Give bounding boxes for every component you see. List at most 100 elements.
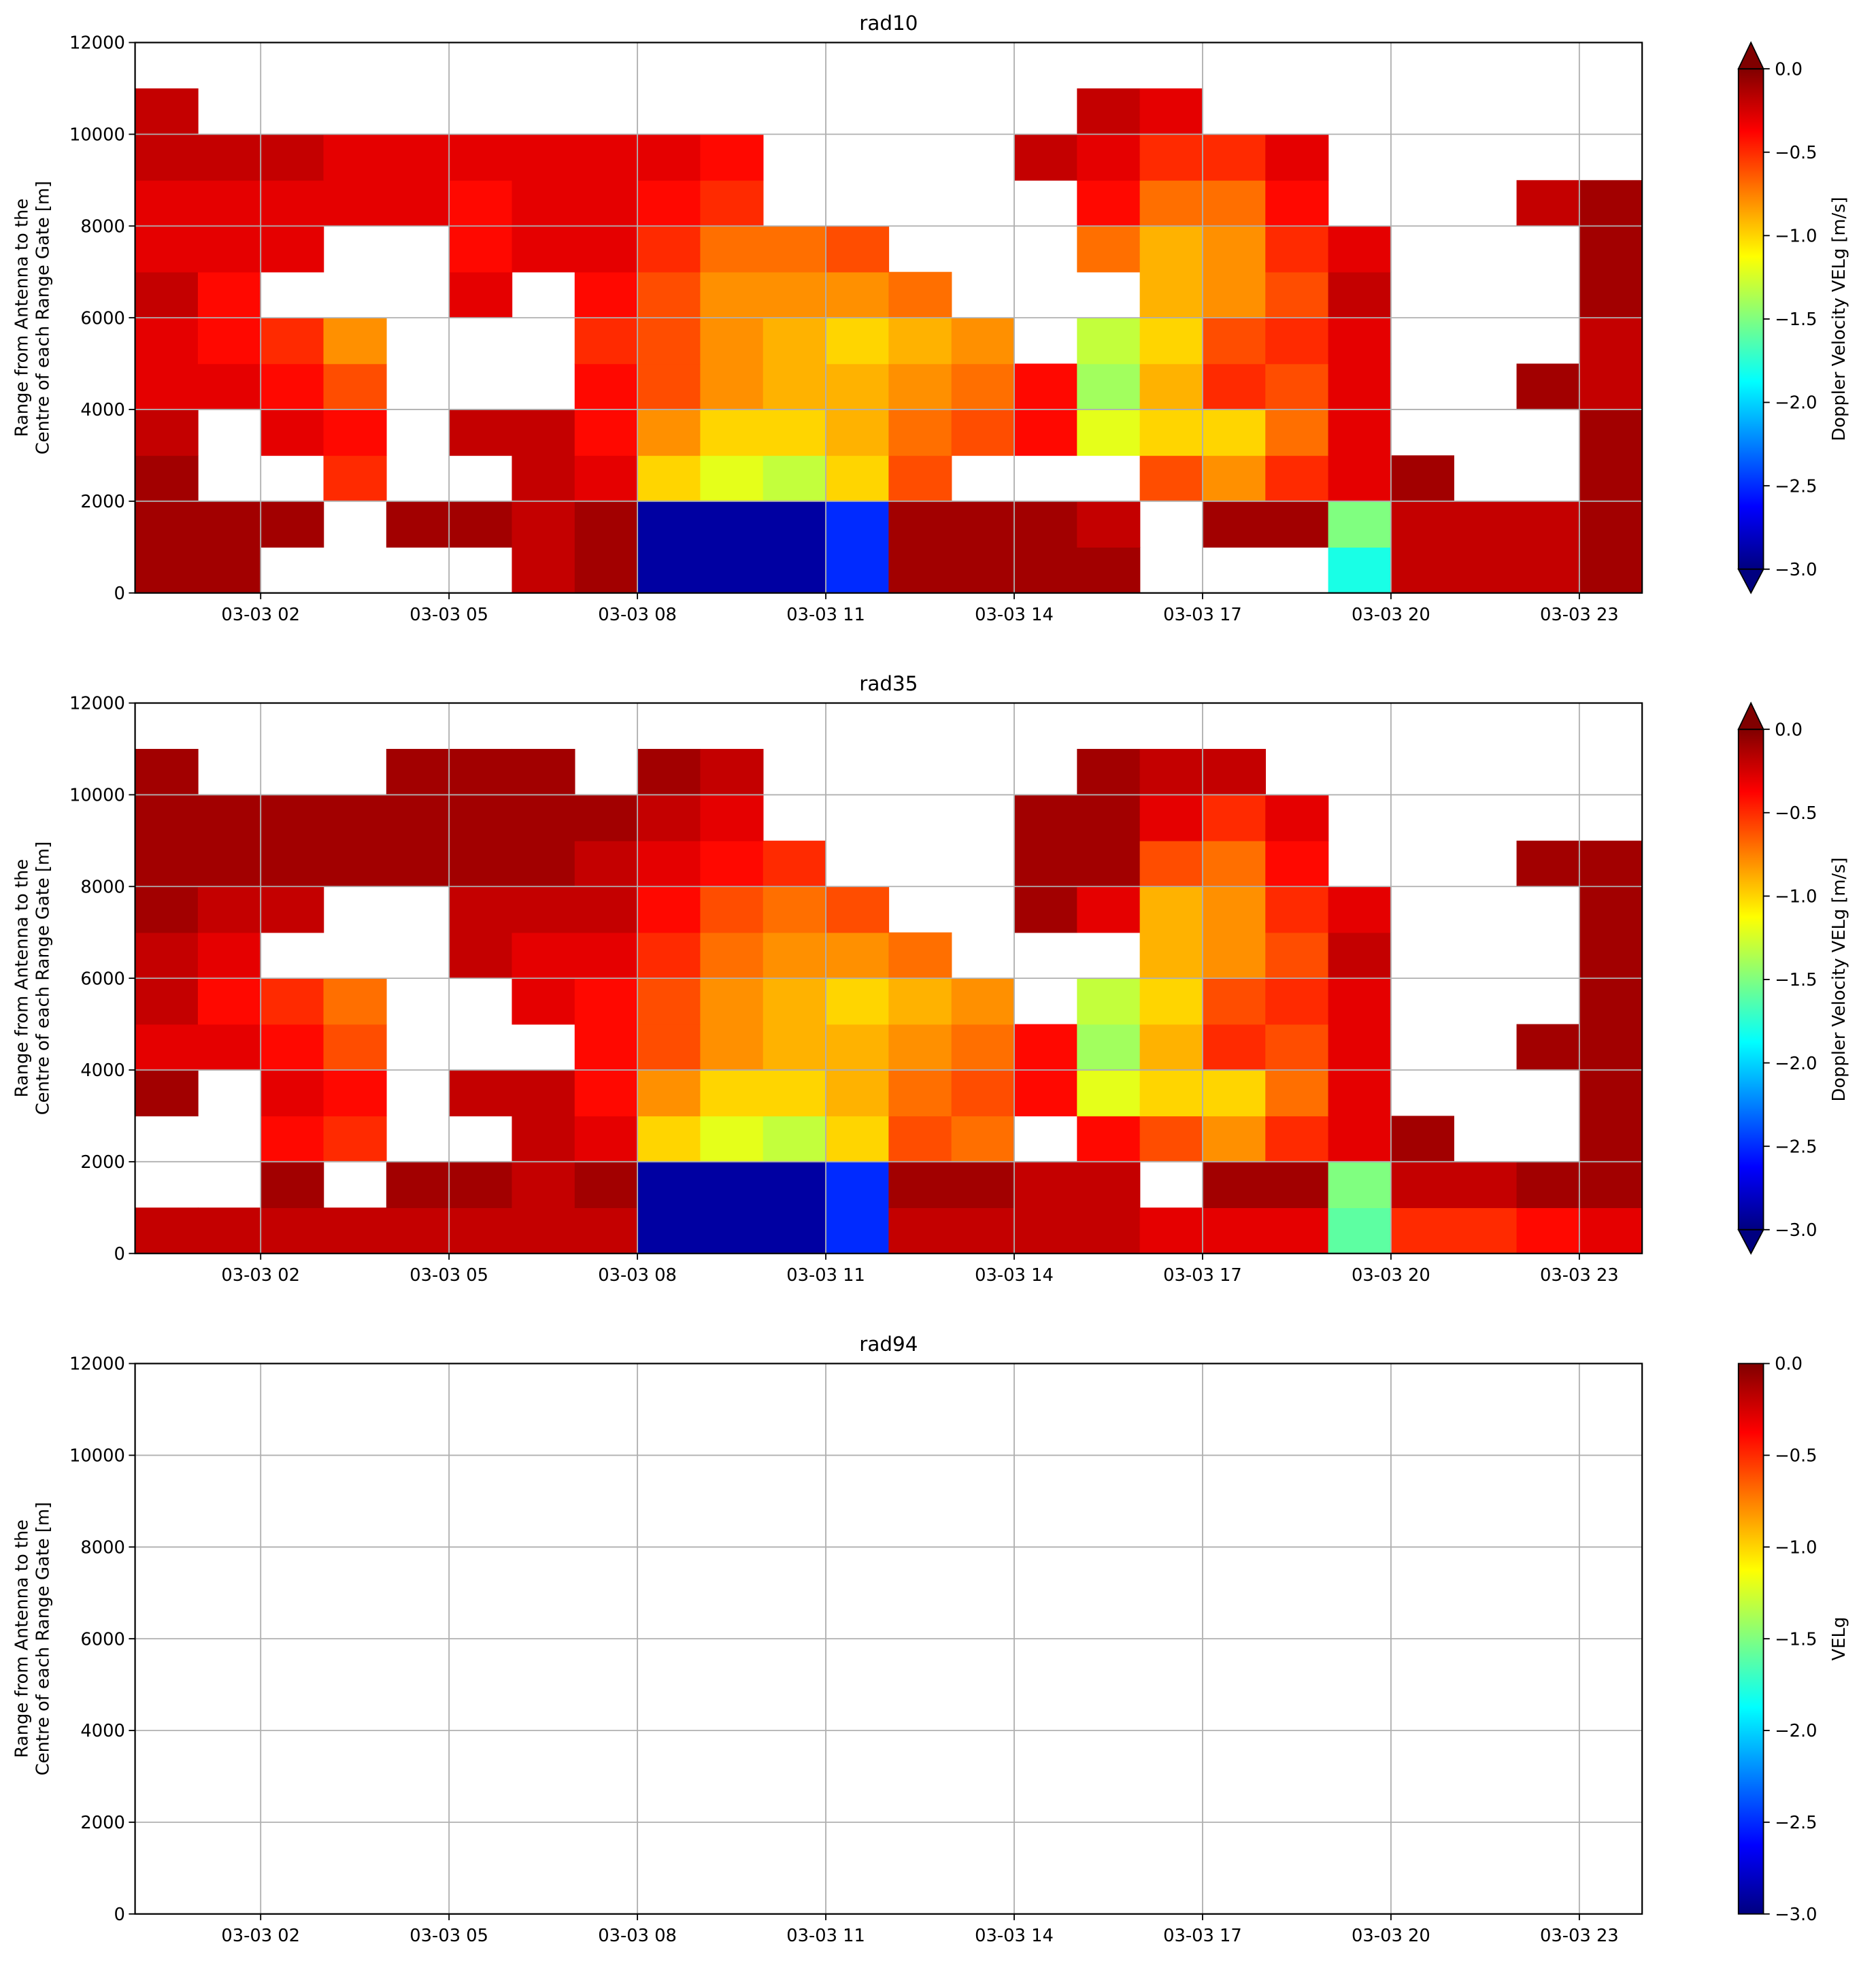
- heatmap-cell: [1454, 1161, 1518, 1209]
- heatmap-cell: [826, 455, 890, 502]
- colorbar-extend-bottom: [1737, 1228, 1765, 1255]
- chart-title: rad10: [859, 12, 918, 35]
- heatmap-cell: [1328, 886, 1392, 933]
- x-tick-label: 03-03 23: [1540, 1265, 1619, 1286]
- heatmap-cell: [1139, 886, 1203, 933]
- heatmap-cell: [512, 1116, 575, 1162]
- heatmap-cell: [386, 794, 450, 841]
- heatmap-cell: [1014, 1161, 1078, 1209]
- heatmap-cell: [1202, 1024, 1267, 1071]
- heatmap-cell: [1202, 794, 1267, 841]
- colorbar-tick-label: −2.5: [1775, 1813, 1817, 1833]
- heatmap-cell: [1265, 978, 1329, 1025]
- y-tick-label: 4000: [80, 1721, 124, 1741]
- heatmap-cell: [700, 271, 764, 318]
- y-axis-label: Centre of each Range Gate [m]: [33, 841, 54, 1115]
- colorbar: [1737, 68, 1764, 570]
- heatmap-cell: [1265, 1116, 1329, 1162]
- heatmap-cell: [449, 409, 513, 456]
- heatmap-cell: [135, 88, 199, 135]
- heatmap-cell: [763, 409, 826, 456]
- heatmap-cell: [197, 180, 261, 227]
- heatmap-cell: [637, 455, 701, 502]
- heatmap-cell: [1139, 409, 1203, 456]
- heatmap-cell: [1014, 1207, 1078, 1254]
- heatmap-cell: [951, 409, 1015, 456]
- heatmap-cell: [1139, 455, 1203, 502]
- heatmap-cell: [888, 1207, 952, 1254]
- heatmap-cell: [197, 1024, 261, 1071]
- x-tick-label: 03-03 08: [598, 605, 677, 625]
- heatmap-cell: [197, 978, 261, 1025]
- heatmap-cell: [1579, 932, 1643, 979]
- x-tick-label: 03-03 02: [221, 1265, 300, 1286]
- heatmap-cell: [826, 363, 890, 410]
- heatmap-cell: [1202, 1069, 1267, 1117]
- heatmap-cell: [261, 1161, 324, 1209]
- heatmap-cell: [637, 840, 701, 887]
- heatmap-cell: [1579, 840, 1643, 887]
- heatmap-cell: [323, 1069, 387, 1117]
- heatmap-cell: [135, 1069, 199, 1117]
- heatmap-cell: [261, 226, 324, 273]
- heatmap-cell: [1139, 1116, 1203, 1162]
- heatmap-cell: [637, 1024, 701, 1071]
- heatmap-cell: [261, 978, 324, 1025]
- heatmap-cell: [1077, 547, 1141, 594]
- heatmap-cell: [1328, 318, 1392, 365]
- colorbar-tick-label: −0.5: [1775, 143, 1817, 163]
- heatmap-cell: [1202, 134, 1267, 181]
- colorbar-tick-label: −2.0: [1775, 393, 1817, 414]
- heatmap-cell: [637, 932, 701, 979]
- colorbar-label: VELg: [1829, 1617, 1849, 1661]
- x-tick-label: 03-03 05: [409, 1265, 488, 1286]
- heatmap-cell: [763, 271, 826, 318]
- heatmap-cell: [197, 932, 261, 979]
- heatmap-cell: [700, 547, 764, 594]
- heatmap-cell: [1390, 1116, 1454, 1162]
- heatmap-cell: [512, 932, 575, 979]
- heatmap-cell: [261, 840, 324, 887]
- heatmap-cell: [323, 455, 387, 502]
- heatmap-cell: [261, 1207, 324, 1254]
- heatmap-cell: [1139, 1069, 1203, 1117]
- x-tick-label: 03-03 14: [975, 605, 1054, 625]
- heatmap-cell: [763, 886, 826, 933]
- x-tick-label: 03-03 23: [1540, 605, 1619, 625]
- heatmap-cell: [261, 318, 324, 365]
- y-tick-label: 12000: [69, 694, 125, 714]
- heatmap-cell: [1328, 363, 1392, 410]
- heatmap-cell: [261, 409, 324, 456]
- heatmap-cell: [135, 318, 199, 365]
- heatmap-cell: [826, 226, 890, 273]
- heatmap-cell: [637, 501, 701, 548]
- heatmap-cell: [826, 409, 890, 456]
- heatmap-cell: [1328, 226, 1392, 273]
- heatmap-cell: [951, 1024, 1015, 1071]
- heatmap-cell: [763, 226, 826, 273]
- heatmap-cell: [386, 134, 450, 181]
- heatmap-cell: [1077, 180, 1141, 227]
- heatmap-cell: [574, 455, 638, 502]
- x-tick-label: 03-03 05: [409, 1926, 488, 1946]
- heatmap-cell: [637, 271, 701, 318]
- heatmap-cell: [763, 1207, 826, 1254]
- heatmap-cell: [1265, 180, 1329, 227]
- heatmap-cell: [449, 886, 513, 933]
- heatmap-cell: [1265, 840, 1329, 887]
- heatmap-cell: [1579, 1116, 1643, 1162]
- heatmap-cell: [826, 1207, 890, 1254]
- heatmap-cell: [1328, 1207, 1392, 1254]
- colorbar-tick-label: −1.0: [1775, 227, 1817, 247]
- heatmap-cell: [1516, 840, 1580, 887]
- heatmap-cell: [826, 932, 890, 979]
- heatmap-cell: [449, 226, 513, 273]
- heatmap-cell: [323, 840, 387, 887]
- heatmap-cell: [1390, 1207, 1454, 1254]
- heatmap-cell: [888, 1161, 952, 1209]
- heatmap-cell: [574, 363, 638, 410]
- colorbar-tick-label: −1.5: [1775, 1629, 1817, 1650]
- heatmap-cell: [700, 748, 764, 796]
- colorbar: [1737, 1362, 1764, 1915]
- heatmap-cell: [574, 794, 638, 841]
